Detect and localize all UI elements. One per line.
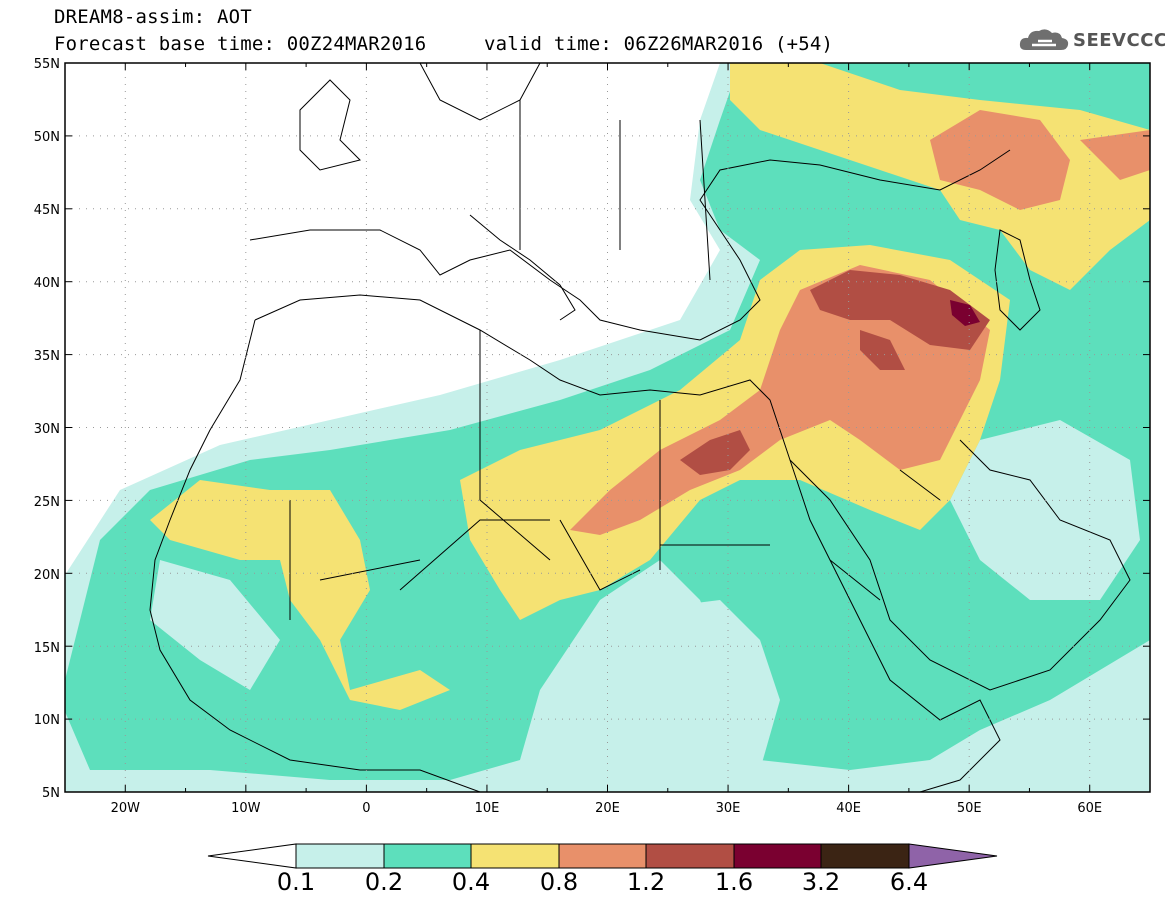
colorbar-label: 1.6: [714, 868, 754, 896]
lat-label: 20N: [34, 568, 60, 583]
colorbar-high-arrow: [908, 843, 998, 869]
coastline-uk: [299, 79, 361, 171]
coastline-europe: [249, 149, 1011, 341]
colorbar: [207, 843, 998, 869]
lat-label: 50N: [34, 130, 60, 145]
colorbar-label: 1.2: [626, 868, 666, 896]
lat-label: 35N: [34, 349, 60, 364]
border-line: [289, 100, 941, 620]
lon-label: 20E: [595, 801, 620, 816]
aot-contour-1.6: [950, 300, 980, 326]
coastline-italy: [469, 214, 576, 321]
lon-label: 0: [362, 801, 370, 816]
lat-labels: 55N 50N 45N 40N 35N 30N 25N 20N 15N 10N …: [34, 57, 60, 801]
lon-label: 40E: [836, 801, 861, 816]
colorbar-low-arrow: [207, 843, 297, 869]
aot-contour-0.1-patch: [950, 420, 1140, 600]
lat-label: 15N: [34, 641, 60, 656]
gridlines: [65, 63, 1150, 792]
lat-label: 55N: [34, 57, 60, 72]
aot-contour-1.2: [810, 270, 990, 350]
aot-contour-0.1-patch: [150, 560, 280, 690]
valid-time: valid time: 06Z26MAR2016 (+54): [484, 33, 834, 55]
lon-label: 10E: [475, 801, 500, 816]
colorbar-bin: [470, 843, 560, 869]
coastline-caspian: [994, 229, 1041, 331]
seevccc-logo: SEEVCCC: [1018, 26, 1165, 54]
lat-label: 10N: [34, 713, 60, 728]
lat-label: 25N: [34, 495, 60, 510]
lon-label: 60E: [1077, 801, 1102, 816]
lon-label: 50E: [957, 801, 982, 816]
colorbar-bin: [383, 843, 472, 869]
colorbar-bin: [820, 843, 910, 869]
colorbar-bin: [295, 843, 385, 869]
lon-labels: 20W 10W 0 10E 20E 30E 40E 50E 60E: [111, 801, 1102, 816]
coastline-scandinavia: [419, 63, 541, 121]
coastline-west-africa: [149, 319, 481, 792]
colorbar-label: 3.2: [801, 868, 841, 896]
colorbar-bin: [645, 843, 735, 869]
cloud-icon: [1019, 29, 1069, 50]
coastline-arabia: [789, 439, 1131, 691]
colorbar-label: 0.1: [276, 868, 316, 896]
aot-contour-0.4: [150, 480, 450, 710]
lat-label: 40N: [34, 276, 60, 291]
aot-contour-0.8: [930, 110, 1070, 210]
colorbar-bin: [733, 843, 822, 869]
aot-contour-1.2: [860, 330, 905, 370]
colorbar-label: 0.2: [364, 868, 404, 896]
logo-text: SEEVCCC: [1073, 29, 1165, 51]
aot-contour-0.1-patch: [640, 600, 780, 780]
aot-contour-1.2: [680, 430, 750, 475]
axis-ticks: [65, 62, 1150, 793]
map-title: DREAM8-assim: AOT: [54, 6, 252, 28]
colorbar-label: 0.8: [539, 868, 579, 896]
lat-label: 30N: [34, 422, 60, 437]
colorbar-label: 6.4: [889, 868, 929, 896]
colorbar-bin: [558, 843, 647, 869]
lon-label: 30E: [716, 801, 741, 816]
lon-label: 20W: [111, 801, 141, 816]
lat-label: 45N: [34, 203, 60, 218]
aot-contour-0.8: [1080, 130, 1150, 180]
aot-contour-0.8: [570, 265, 990, 535]
coastline-africa: [254, 294, 1001, 792]
lon-label: 10W: [231, 801, 261, 816]
colorbar-label: 0.4: [451, 868, 491, 896]
coastlines: [149, 63, 1131, 792]
lat-label: 5N: [42, 786, 60, 801]
forecast-base-time: Forecast base time: 00Z24MAR2016: [54, 33, 427, 55]
